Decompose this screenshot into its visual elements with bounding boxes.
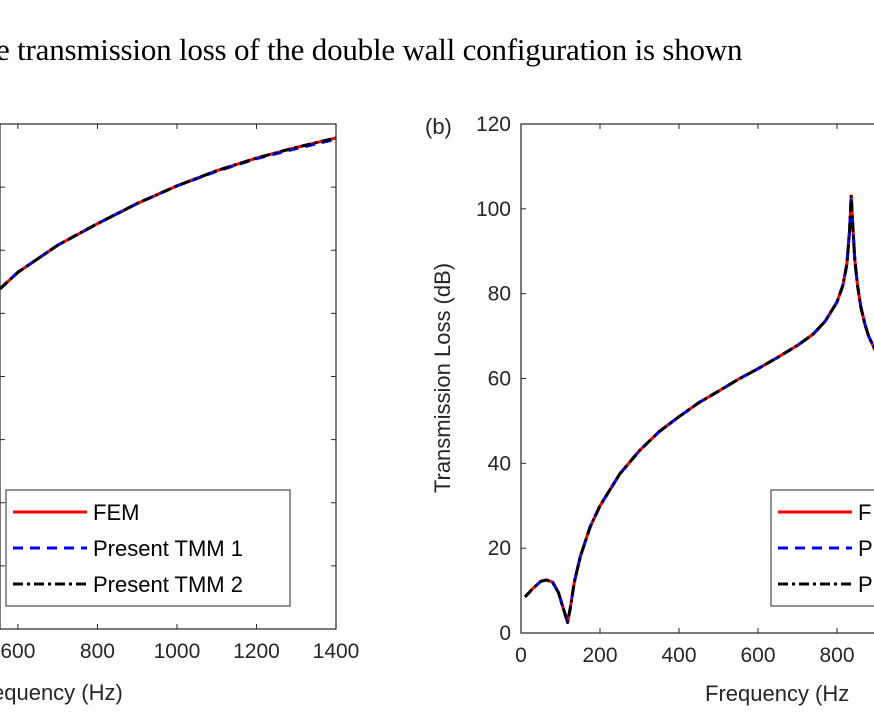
y-tick-label: 80 bbox=[488, 283, 511, 306]
series-line-present-tmm-2 bbox=[523, 194, 874, 624]
x-tick-label: 1400 bbox=[313, 640, 360, 663]
series-line-present-tmm-2 bbox=[0, 136, 336, 290]
y-tick-label: 60 bbox=[488, 368, 511, 391]
y-axis-label-b: Transmission Loss (dB) bbox=[430, 263, 455, 493]
x-tick-label: 600 bbox=[0, 640, 35, 663]
x-tick-label: 1000 bbox=[154, 640, 201, 663]
legend-label: FEM bbox=[93, 500, 139, 525]
series-line-present-tmm-1 bbox=[0, 137, 336, 290]
legend-label: P bbox=[858, 572, 873, 597]
paper-body-text: e transmission loss of the double wall c… bbox=[0, 32, 743, 67]
legend-label: P bbox=[858, 536, 873, 561]
legend: FEM Present TMM 1 Present TMM 2 bbox=[5, 489, 291, 607]
x-axis-label-b: Frequency (Hz bbox=[705, 681, 849, 706]
legend-label: Present TMM 1 bbox=[93, 536, 243, 561]
legend-box bbox=[770, 489, 874, 607]
legend-label: F bbox=[858, 500, 871, 525]
y-tick-label: 0 bbox=[499, 622, 511, 645]
plot-area bbox=[0, 136, 336, 290]
legend: FPP bbox=[770, 489, 874, 607]
legend-label: Present TMM 2 bbox=[93, 572, 243, 597]
y-tick-label: 100 bbox=[476, 198, 511, 221]
y-tick-label: 120 bbox=[476, 113, 511, 136]
series-line-fem bbox=[0, 136, 336, 290]
x-tick-label: 0 bbox=[515, 644, 527, 667]
x-tick-label: 200 bbox=[582, 644, 617, 667]
x-axis-label-a: equency (Hz) bbox=[0, 680, 123, 705]
plot-area bbox=[523, 194, 874, 624]
chart-a: 600 800 1000 1200 1400 FEM Present TMM 1 Presen… bbox=[0, 123, 360, 663]
y-tick-label: 40 bbox=[488, 452, 511, 475]
x-tick-label: 800 bbox=[80, 640, 115, 663]
y-tick-label: 20 bbox=[488, 537, 511, 560]
x-tick-label: 800 bbox=[819, 644, 854, 667]
x-tick-label: 1200 bbox=[233, 640, 280, 663]
panel-label-b: (b) bbox=[425, 114, 452, 139]
x-tick-label: 600 bbox=[740, 644, 775, 667]
x-tick-label: 400 bbox=[661, 644, 696, 667]
